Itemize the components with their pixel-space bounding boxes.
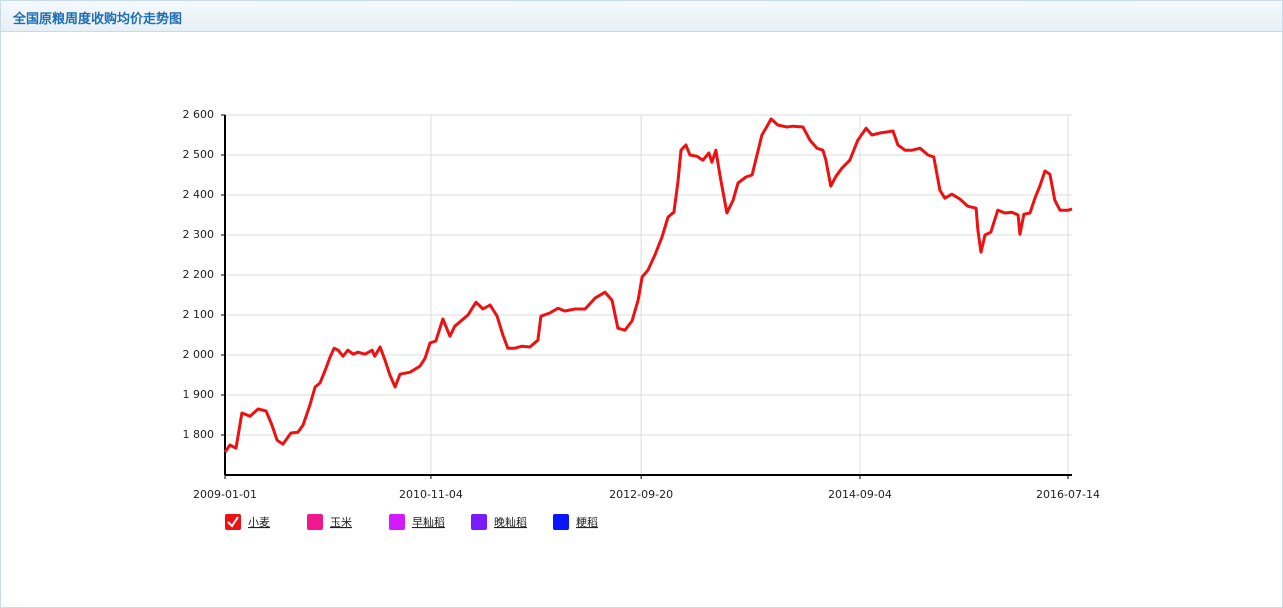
y-tick-label: 1 800 — [183, 428, 215, 441]
legend-label[interactable]: 小麦 — [248, 516, 270, 529]
legend-item[interactable]: 晚籼稻 — [471, 514, 527, 530]
legend-swatch[interactable] — [225, 514, 241, 530]
legend-label[interactable]: 玉米 — [330, 516, 352, 529]
legend-item[interactable]: 玉米 — [307, 514, 352, 530]
legend-label[interactable]: 早籼稻 — [412, 516, 445, 529]
y-tick-label: 2 600 — [183, 108, 215, 121]
legend-swatch[interactable] — [471, 514, 487, 530]
x-tick-label: 2016-07-14 — [1036, 488, 1100, 501]
panel-header: 全国原粮周度收购均价走势图 — [1, 1, 1282, 32]
y-tick-label: 2 000 — [183, 348, 215, 361]
y-tick-label: 2 300 — [183, 228, 215, 241]
legend-item[interactable]: 小麦 — [225, 514, 270, 530]
x-tick-label: 2014-09-04 — [828, 488, 892, 501]
legend-swatch[interactable] — [553, 514, 569, 530]
legend-check[interactable] — [227, 516, 239, 528]
line — [223, 117, 1073, 454]
legend-label[interactable]: 晚籼稻 — [494, 516, 527, 529]
legend-item[interactable]: 早籼稻 — [389, 514, 445, 530]
y-tick-label: 2 400 — [183, 188, 215, 201]
panel-title: 全国原粮周度收购均价走势图 — [13, 12, 183, 27]
x-tick-label: 2010-11-04 — [399, 488, 463, 501]
y-tick-label: 2 100 — [183, 308, 215, 321]
legend-swatch[interactable] — [389, 514, 405, 530]
x-tick-label: 2009-01-01 — [193, 488, 257, 501]
y-tick-label: 1 900 — [183, 388, 215, 401]
y-tick-label: 2 500 — [183, 148, 215, 161]
x-tick-label: 2012-09-20 — [609, 488, 673, 501]
legend-item[interactable]: 粳稻 — [553, 514, 598, 530]
legend-swatch[interactable] — [307, 514, 323, 530]
y-tick-label: 2 200 — [183, 268, 215, 281]
legend-label[interactable]: 粳稻 — [576, 515, 598, 529]
